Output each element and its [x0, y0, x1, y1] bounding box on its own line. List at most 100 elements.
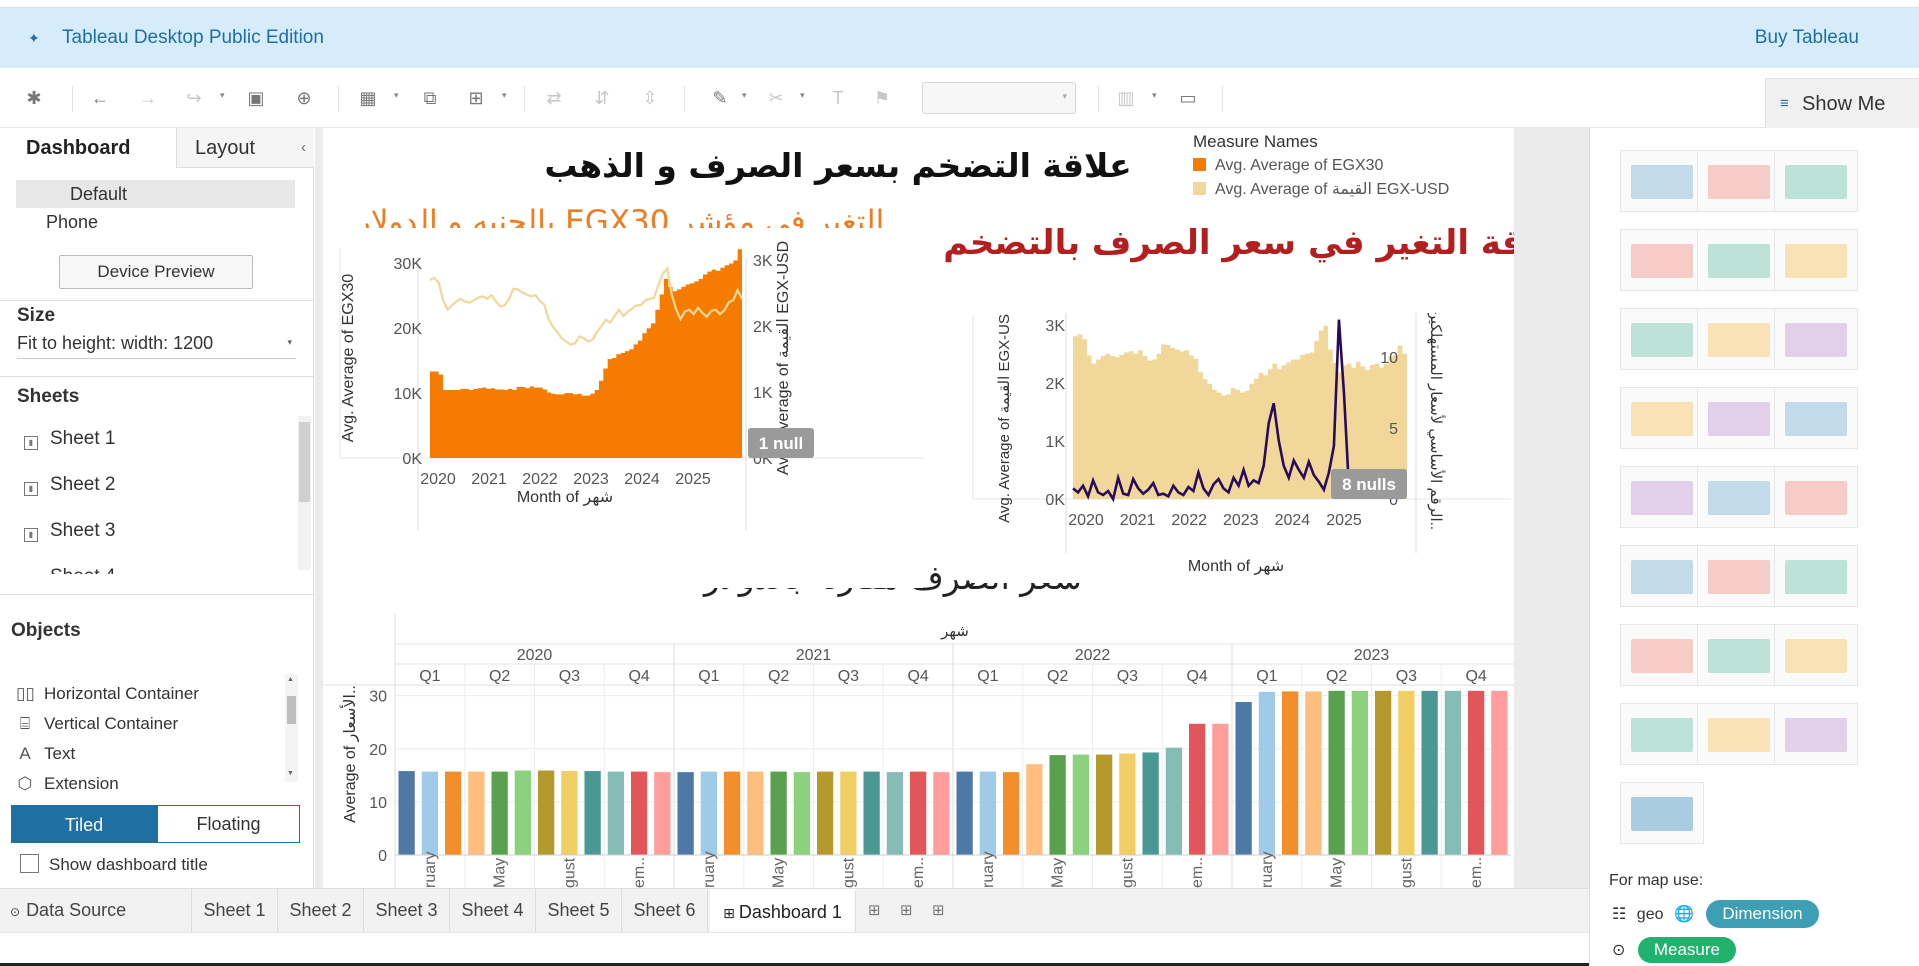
- sankey-thumb[interactable]: [1620, 782, 1704, 844]
- bar[interactable]: [1398, 690, 1415, 855]
- objects-scrollbar[interactable]: ▲ ▼: [285, 674, 298, 782]
- object-text[interactable]: A Text: [16, 741, 75, 767]
- new-worksheet-icon[interactable]: ⊞: [868, 902, 881, 919]
- egx-usd-area[interactable]: [1073, 325, 1407, 499]
- tab-sheet[interactable]: Sheet 1: [192, 889, 278, 933]
- bar[interactable]: [793, 772, 811, 855]
- measure-names-legend[interactable]: Measure Names Avg. Average of EGX30 Avg.…: [1193, 132, 1449, 202]
- bar[interactable]: [1421, 690, 1438, 855]
- redo-icon[interactable]: →: [139, 88, 157, 108]
- bar[interactable]: [677, 772, 694, 855]
- tab-sheet[interactable]: Sheet 5: [536, 889, 622, 933]
- bar[interactable]: [1235, 702, 1252, 855]
- bar[interactable]: [1258, 691, 1276, 855]
- legend-item[interactable]: Avg. Average of القيمة EGX-USD: [1193, 178, 1449, 202]
- cpi-change-line[interactable]: [1072, 319, 1361, 503]
- highlight-table-thumb[interactable]: [1774, 150, 1858, 212]
- egx-usd-line[interactable]: [429, 265, 743, 346]
- side-by-side-circles-thumb[interactable]: [1774, 387, 1858, 449]
- tab-sheet[interactable]: Sheet 3: [364, 889, 450, 933]
- area-continuous-thumb[interactable]: [1620, 545, 1704, 607]
- inflation-chart[interactable]: 3K 2K 1K 0K 10 5 0 2020 2021 2022 2023 2024 2025 A…: [971, 313, 1511, 583]
- bar[interactable]: [1002, 772, 1020, 855]
- box-whisker-thumb[interactable]: [1774, 624, 1858, 686]
- bar[interactable]: [747, 771, 764, 855]
- undo-icon[interactable]: ←: [91, 88, 109, 108]
- bar[interactable]: [1188, 723, 1206, 855]
- device-preview-button[interactable]: Device Preview: [59, 255, 253, 289]
- legend-item[interactable]: Avg. Average of EGX30: [1193, 154, 1449, 178]
- bar[interactable]: [1212, 723, 1229, 855]
- bar[interactable]: [1281, 691, 1299, 855]
- checkbox-icon[interactable]: [20, 854, 39, 873]
- bar[interactable]: [816, 771, 834, 855]
- filled-map-thumb[interactable]: [1697, 229, 1781, 291]
- show-me-button[interactable]: ≡ Show Me: [1765, 78, 1919, 128]
- bar[interactable]: [770, 771, 787, 855]
- highlight-dropdown-icon[interactable]: ▾: [742, 90, 747, 100]
- size-dropdown[interactable]: Fit to height: width: 1200 ▾: [17, 333, 296, 359]
- sheet-list-item[interactable]: ▮ Sheet 3: [24, 516, 116, 546]
- object-horizontal-container[interactable]: ▯▯ Horizontal Container: [16, 681, 199, 707]
- tab-dashboard[interactable]: Dashboard: [0, 128, 176, 168]
- clear-sheet-icon[interactable]: ⊞: [468, 88, 484, 108]
- fx-bar-chart[interactable]: شهر 2020 Q1 Q2 Q3 Q4 2021 Q1 Q2 Q3 Q4 2022 Q1 Q2 Q3 Q4…: [323, 614, 1514, 888]
- bar[interactable]: [421, 771, 439, 855]
- replay-dropdown-icon[interactable]: ▾: [220, 90, 225, 100]
- discrete-lines-thumb[interactable]: [1697, 466, 1781, 528]
- scroll-up-icon[interactable]: ▲: [287, 676, 294, 683]
- bar[interactable]: [537, 770, 555, 855]
- bar[interactable]: [1374, 690, 1392, 855]
- tab-dashboard-1[interactable]: ⊞ Dashboard 1: [710, 889, 856, 933]
- side-by-side-bars-thumb[interactable]: [1774, 308, 1858, 370]
- bar[interactable]: [444, 771, 462, 855]
- bar[interactable]: [1049, 755, 1066, 855]
- show-cards-icon[interactable]: ▥: [1117, 88, 1135, 108]
- null-indicator[interactable]: [1331, 469, 1407, 499]
- symbol-map-thumb[interactable]: [1620, 229, 1704, 291]
- bar[interactable]: [1467, 690, 1485, 855]
- horizontal-bars-thumb[interactable]: [1620, 308, 1704, 370]
- collapse-panel-icon[interactable]: ‹: [301, 139, 306, 156]
- bar[interactable]: [863, 771, 880, 855]
- buy-tableau-link[interactable]: Buy Tableau: [1754, 27, 1859, 48]
- bar[interactable]: [1491, 690, 1508, 855]
- tab-sheet[interactable]: Sheet 2: [278, 889, 364, 933]
- show-dashboard-title-checkbox[interactable]: Show dashboard title: [20, 854, 208, 875]
- sheet-list-item[interactable]: ▮Sheet 4: [24, 562, 116, 574]
- sheets-scrollbar[interactable]: [298, 416, 311, 570]
- sort-descending-icon[interactable]: ⇳: [642, 88, 658, 108]
- bar[interactable]: [700, 771, 718, 855]
- clear-dropdown-icon[interactable]: ▾: [502, 90, 507, 100]
- bar[interactable]: [491, 771, 508, 855]
- tableau-home-icon[interactable]: ✱: [26, 88, 42, 108]
- labels-icon[interactable]: T: [832, 88, 844, 108]
- bar[interactable]: [1444, 690, 1462, 855]
- scroll-down-icon[interactable]: ▼: [287, 770, 294, 777]
- bar[interactable]: [607, 771, 625, 855]
- new-sheet-icon[interactable]: ▦: [359, 88, 377, 108]
- bar[interactable]: [840, 771, 857, 855]
- group-dropdown-icon[interactable]: ▾: [800, 90, 805, 100]
- text-table-thumb[interactable]: [1620, 150, 1704, 212]
- bar[interactable]: [979, 771, 997, 855]
- bar[interactable]: [1165, 747, 1183, 855]
- object-extension[interactable]: ⬡ Extension: [16, 771, 119, 797]
- tab-sheet[interactable]: Sheet 4: [450, 889, 536, 933]
- floating-button[interactable]: Floating: [157, 805, 300, 843]
- dual-lines-thumb[interactable]: [1774, 466, 1858, 528]
- bar[interactable]: [1095, 754, 1113, 855]
- bar[interactable]: [1026, 764, 1043, 855]
- bar[interactable]: [956, 771, 973, 855]
- bar[interactable]: [561, 771, 578, 855]
- scroll-thumb[interactable]: [299, 422, 310, 502]
- bar[interactable]: [1072, 754, 1090, 855]
- device-phone[interactable]: Phone: [46, 212, 99, 232]
- pin-icon[interactable]: ⚑: [873, 88, 891, 108]
- bar[interactable]: [584, 771, 601, 855]
- tiled-button[interactable]: Tiled: [11, 805, 157, 843]
- continuous-lines-thumb[interactable]: [1620, 466, 1704, 528]
- bar[interactable]: [1305, 691, 1322, 855]
- histogram-thumb[interactable]: [1697, 624, 1781, 686]
